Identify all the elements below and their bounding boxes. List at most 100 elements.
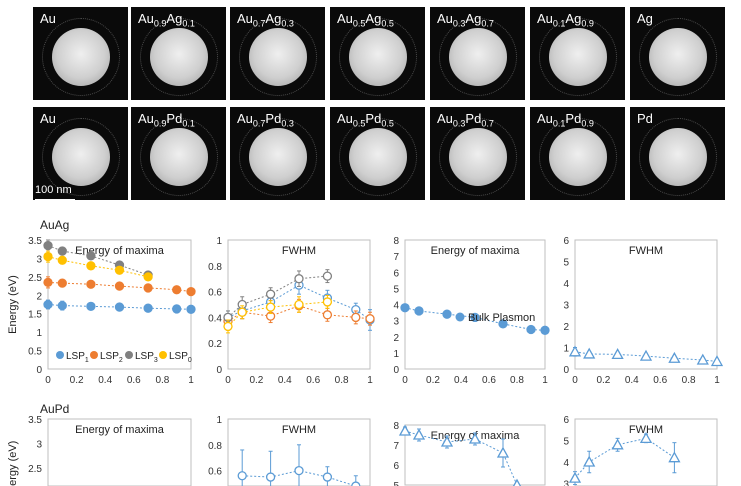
- scale-bar: [35, 199, 75, 202]
- x-tick-label: 0.6: [653, 375, 667, 386]
- y-tick-label: 1.5: [28, 310, 42, 321]
- x-tick-label: 0.4: [98, 375, 112, 386]
- y-tick-label: 3: [563, 301, 569, 312]
- y-tick-label: 5: [393, 284, 399, 295]
- y-tick-label: 3: [393, 317, 399, 328]
- micrograph-tile: Au0.9Pd0.1: [131, 107, 226, 200]
- data-point: [322, 271, 333, 281]
- data-point: [265, 472, 276, 482]
- data-point: [237, 307, 247, 317]
- legend-marker: [125, 351, 133, 359]
- data-point: [611, 438, 624, 450]
- data-point: [114, 302, 125, 312]
- composition-label: Au: [40, 11, 56, 26]
- composition-label: Au0.9Ag0.1: [138, 11, 195, 29]
- nanoparticle-image: [349, 128, 407, 186]
- micrograph-tile: Au0.3Pd0.7: [430, 107, 525, 200]
- data-point: [639, 349, 653, 361]
- particle-halo: [439, 18, 517, 96]
- nanoparticle-image: [349, 28, 407, 86]
- x-tick-label: 0.8: [682, 375, 696, 386]
- particle-halo: [42, 18, 120, 96]
- y-tick-label: 1: [216, 415, 222, 426]
- y-tick-label: 0.6: [208, 467, 222, 478]
- y-tick-label: 6: [563, 415, 569, 426]
- x-tick-label: 0.8: [510, 375, 524, 386]
- y-tick-label: 3.5: [28, 415, 42, 426]
- composition-label: Ag: [637, 11, 653, 26]
- data-point: [43, 251, 53, 262]
- y-tick-label: 2.5: [28, 273, 42, 284]
- composition-label: Au0.9Pd0.1: [138, 111, 195, 129]
- plot-frame: [574, 418, 718, 486]
- particle-halo: [42, 118, 120, 196]
- legend-label: LSP2: [100, 351, 123, 364]
- micrograph-tile: Au0.3Ag0.7: [430, 7, 525, 100]
- y-tick-label: 1: [563, 344, 569, 355]
- data-point: [540, 325, 550, 335]
- nanoparticle-image: [449, 128, 507, 186]
- y-tick-label: 0.8: [208, 441, 222, 452]
- trend-line: [47, 256, 149, 278]
- particle-halo: [639, 118, 717, 196]
- plot-title: FWHM: [629, 424, 663, 436]
- particle-halo: [239, 18, 317, 96]
- data-point: [412, 428, 426, 440]
- plot-title: Energy of maxima: [75, 245, 165, 257]
- y-tick-label: 0: [393, 365, 399, 376]
- micrograph-tile: Au0.1Ag0.9: [530, 7, 625, 100]
- data-point: [568, 471, 582, 483]
- legend-label: Bulk Plasmon: [468, 312, 535, 324]
- data-point: [143, 303, 153, 313]
- section-label-aupd: AuPd: [40, 402, 70, 416]
- data-point: [172, 304, 182, 314]
- y-tick-label: 3: [36, 254, 42, 265]
- composition-label: Au0.3Pd0.7: [437, 111, 494, 129]
- data-point: [57, 278, 67, 288]
- data-point: [365, 314, 375, 324]
- y-tick-label: 1: [393, 349, 399, 360]
- data-point: [294, 274, 304, 284]
- plot-title: Energy of maxima: [431, 245, 521, 257]
- data-point: [114, 265, 125, 275]
- plot-frame: [227, 239, 371, 370]
- y-tick-label: 0.5: [28, 347, 42, 358]
- legend-marker: [159, 351, 167, 359]
- x-tick-label: 0: [402, 375, 408, 386]
- x-tick-label: 1: [714, 375, 720, 386]
- composition-label: Au: [40, 111, 56, 126]
- y-tick-label: 3: [563, 480, 569, 486]
- data-point: [294, 465, 304, 476]
- nanoparticle-image: [150, 128, 208, 186]
- y-tick-label: 6: [393, 268, 399, 279]
- composition-label: Au0.1Ag0.9: [537, 11, 594, 29]
- y-tick-label: 0: [563, 365, 569, 376]
- y-tick-label: 5: [563, 258, 569, 269]
- plot-title: FWHM: [282, 245, 316, 257]
- data-point: [86, 251, 96, 261]
- nanoparticle-image: [52, 28, 110, 86]
- plot-title: FWHM: [629, 245, 663, 257]
- legend-marker: [56, 351, 64, 359]
- micrograph-tile: Au0.7Ag0.3: [230, 7, 325, 100]
- x-tick-label: 0: [225, 375, 231, 386]
- particle-halo: [639, 18, 717, 96]
- data-point: [442, 309, 452, 319]
- y-tick-label: 2: [36, 291, 42, 302]
- data-point: [43, 240, 53, 251]
- data-point: [57, 255, 67, 265]
- nanoparticle-image: [549, 128, 607, 186]
- y-tick-label: 4: [563, 458, 569, 469]
- data-point: [583, 347, 596, 359]
- nanoparticle-image: [649, 128, 707, 186]
- section-label-auag: AuAg: [40, 218, 70, 232]
- x-tick-label: 1: [542, 375, 548, 386]
- data-point: [526, 324, 536, 335]
- data-point: [496, 446, 510, 458]
- micrograph-tile: Au0.7Pd0.3: [230, 107, 325, 200]
- x-tick-label: 0.8: [335, 375, 349, 386]
- legend-label: LSP3: [135, 351, 158, 364]
- data-point: [668, 351, 681, 363]
- nanoparticle-image: [549, 28, 607, 86]
- y-tick-label: 3.5: [28, 236, 42, 247]
